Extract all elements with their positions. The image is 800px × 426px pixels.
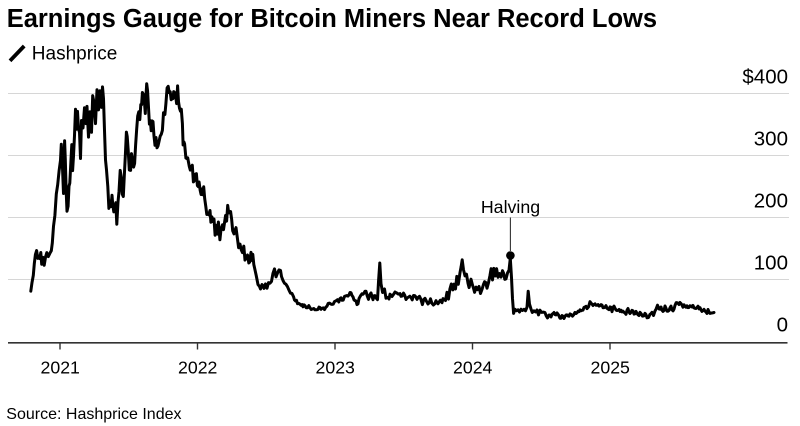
svg-text:Halving: Halving	[481, 197, 540, 217]
svg-text:2022: 2022	[178, 358, 217, 378]
svg-text:Earnings Gauge for Bitcoin Min: Earnings Gauge for Bitcoin Miners Near R…	[7, 5, 657, 33]
svg-text:0: 0	[777, 314, 788, 337]
svg-text:200: 200	[754, 190, 788, 213]
svg-text:100: 100	[754, 252, 788, 275]
svg-text:2024: 2024	[453, 358, 493, 378]
svg-text:Hashprice: Hashprice	[32, 43, 118, 64]
svg-text:2021: 2021	[41, 358, 80, 378]
svg-text:300: 300	[754, 127, 788, 150]
svg-text:2023: 2023	[316, 358, 356, 378]
svg-text:Source: Hashprice Index: Source: Hashprice Index	[6, 406, 181, 423]
svg-text:$400: $400	[742, 65, 788, 88]
svg-text:2025: 2025	[591, 358, 631, 378]
